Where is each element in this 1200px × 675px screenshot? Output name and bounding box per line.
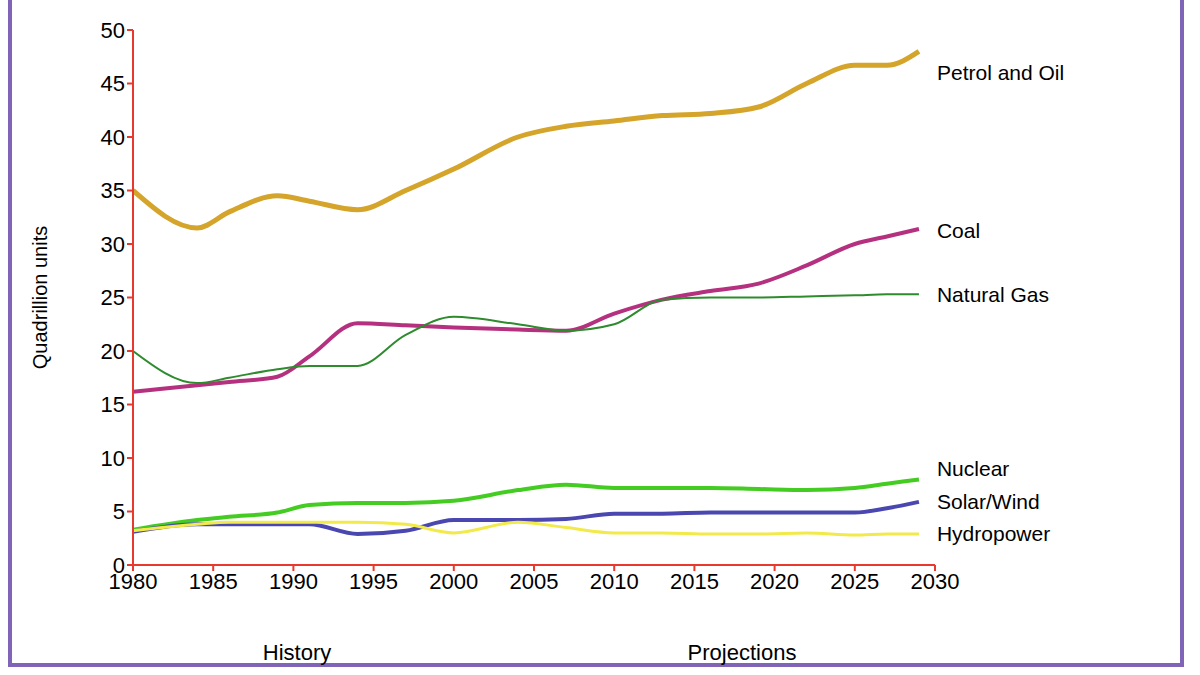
svg-text:20: 20 [101, 339, 125, 364]
svg-text:2010: 2010 [590, 569, 639, 594]
svg-text:10: 10 [101, 446, 125, 471]
svg-text:1990: 1990 [269, 569, 318, 594]
svg-text:2025: 2025 [830, 569, 879, 594]
svg-text:1980: 1980 [108, 568, 158, 594]
svg-text:50: 50 [101, 18, 125, 43]
svg-text:35: 35 [101, 178, 125, 203]
svg-text:30: 30 [101, 232, 125, 257]
svg-text:Hydropower: Hydropower [937, 522, 1050, 545]
svg-text:Solar/Wind: Solar/Wind [937, 490, 1040, 513]
svg-text:Petrol and Oil: Petrol and Oil [937, 61, 1064, 84]
svg-text:40: 40 [101, 125, 125, 150]
svg-text:Quadrillion units: Quadrillion units [29, 226, 51, 369]
svg-text:1995: 1995 [349, 569, 398, 594]
svg-text:Natural Gas: Natural Gas [937, 283, 1049, 306]
svg-text:5: 5 [113, 499, 125, 524]
svg-text:Coal: Coal [937, 219, 980, 242]
svg-text:2005: 2005 [510, 569, 559, 594]
svg-text:2015: 2015 [670, 569, 719, 594]
svg-text:25: 25 [101, 285, 125, 310]
html-text:Projections: Projections [687, 640, 797, 665]
svg-text:15: 15 [101, 392, 125, 417]
html-text:History: History [262, 640, 332, 665]
svg-text:Nuclear: Nuclear [937, 457, 1009, 480]
svg-text:45: 45 [101, 71, 125, 96]
svg-text:2030: 2030 [911, 569, 960, 594]
svg-text:0: 0 [113, 553, 125, 578]
svg-text:2000: 2000 [429, 569, 478, 594]
svg-text:1985: 1985 [189, 569, 238, 594]
svg-text:2020: 2020 [750, 569, 799, 594]
